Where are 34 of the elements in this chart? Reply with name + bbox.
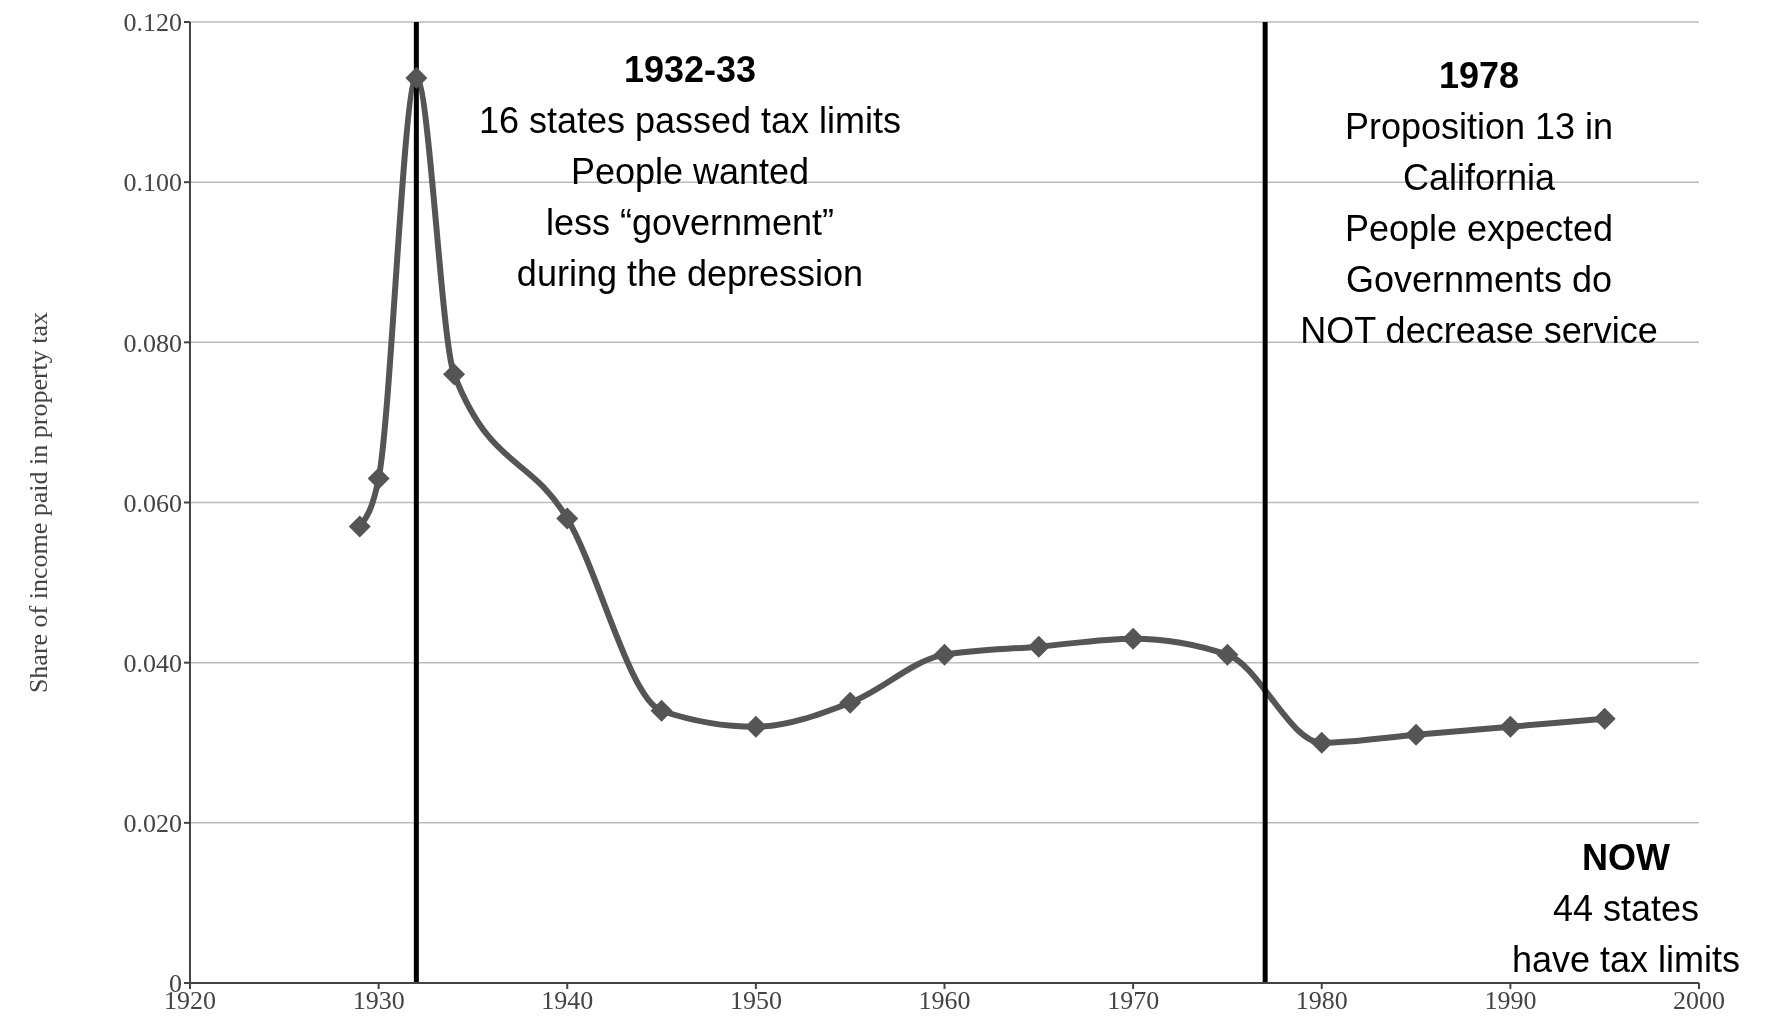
y-tick-label: 0.040 [123,648,182,678]
point [744,715,767,738]
point [839,691,862,714]
point [1593,707,1616,730]
x-tick-label: 1990 [1484,986,1537,1016]
y-tick-label: 0.020 [123,809,182,839]
y-tick-label: 0.120 [123,8,182,38]
point [556,507,579,530]
point [1499,715,1522,738]
point [1405,723,1428,746]
x-tick-label: 1980 [1295,986,1348,1016]
x-tick-label: 1960 [918,986,971,1016]
point [1216,643,1239,666]
point [1310,731,1333,754]
point [348,515,371,538]
x-tick-label: 1940 [541,986,594,1016]
x-tick-label: 1930 [352,986,405,1016]
x-tick-label: 1970 [1107,986,1160,1016]
point [367,467,390,490]
point [933,643,956,666]
y-tick-label: 0.060 [123,488,182,518]
point [1122,627,1145,650]
y-tick-label: 0.080 [123,328,182,358]
annotation: NOW 44 states have tax limits [1511,836,1741,982]
point [443,363,466,386]
x-tick-label: 2000 [1673,986,1725,1016]
annotation: 1932-33 16 states passed tax limits People wanted less “government” during the depression [478,48,902,296]
point [405,67,428,90]
y-axis-title: Share of income paid in property tax [24,311,54,694]
point [1027,635,1050,658]
annotation: 1978 Proposition 13 in California People expected Governments do NOT decrease service [1300,54,1658,353]
point [650,699,673,722]
y-tick-label: 0.100 [123,168,182,198]
x-tick-label: 1950 [729,986,782,1016]
